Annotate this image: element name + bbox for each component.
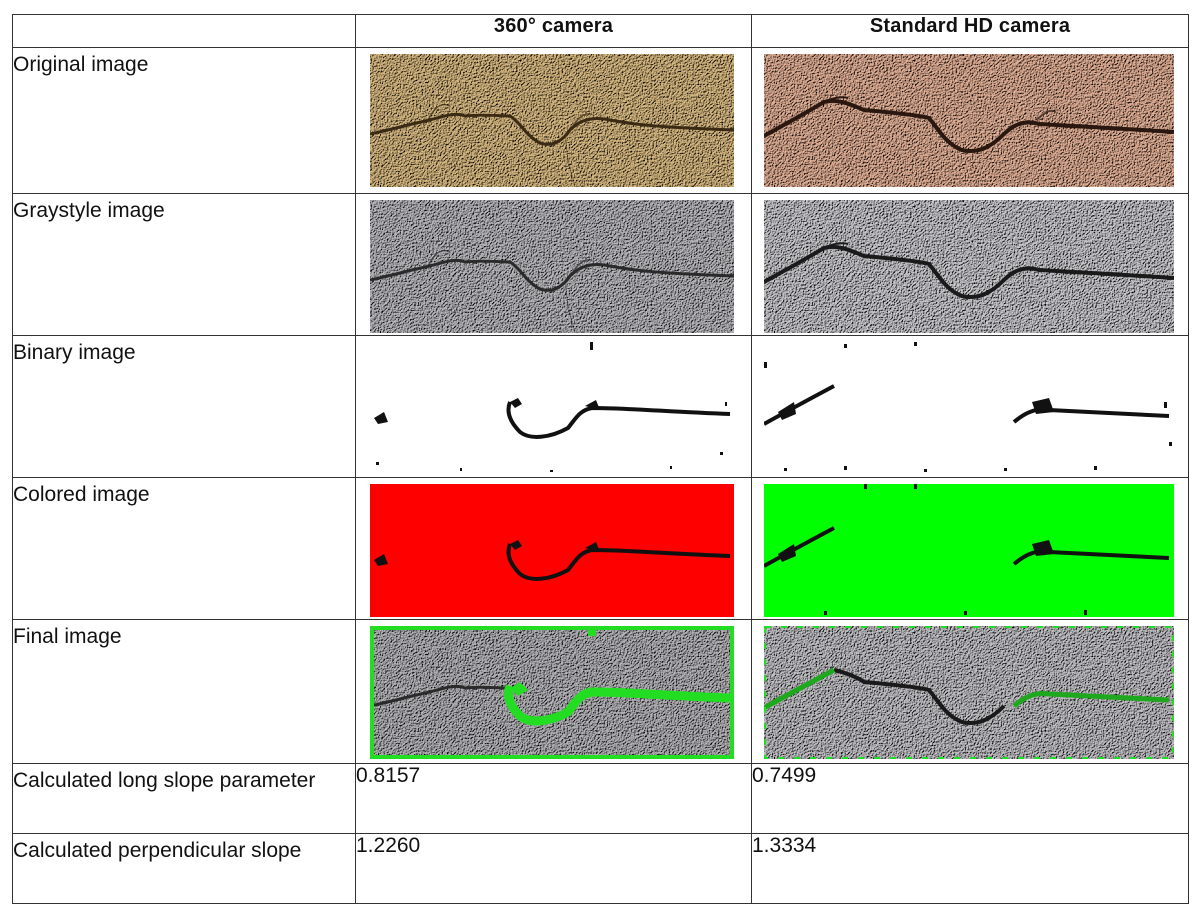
- row-label-original: Original image: [12, 47, 356, 194]
- final-image-hd: [764, 626, 1174, 759]
- colored-image-360: [370, 484, 734, 617]
- final-image-360: [370, 626, 734, 759]
- header-hd-camera: Standard HD camera: [751, 14, 1189, 48]
- original-image-hd: [764, 54, 1174, 187]
- cell-final-hd: [751, 619, 1189, 764]
- row-label-long-slope: Calculated long slope parameter: [12, 763, 356, 834]
- value-perpendicular-slope-hd: 1.3334: [751, 833, 1189, 904]
- cell-colored-hd: [751, 477, 1189, 620]
- cell-binary-360: [355, 335, 752, 478]
- grayscale-image-hd: [764, 200, 1174, 333]
- row-label-perpendicular-slope: Calculated perpendicular slope: [12, 833, 356, 904]
- grayscale-image-360: [370, 200, 734, 333]
- colored-image-hd: [764, 484, 1174, 617]
- cell-colored-360: [355, 477, 752, 620]
- row-label-binary: Binary image: [12, 335, 356, 478]
- table-row-original: Original image: [12, 47, 1189, 194]
- cell-original-hd: [751, 47, 1189, 194]
- table-row-long-slope: Calculated long slope parameter 0.8157 0…: [12, 763, 1189, 834]
- value-long-slope-360: 0.8157: [355, 763, 752, 834]
- results-table: 360° camera Standard HD camera Original …: [12, 14, 1189, 904]
- cell-binary-hd: [751, 335, 1189, 478]
- cell-final-360: [355, 619, 752, 764]
- value-perpendicular-slope-360: 1.2260: [355, 833, 752, 904]
- header-row: 360° camera Standard HD camera: [12, 14, 1189, 48]
- cell-original-360: [355, 47, 752, 194]
- table-row-grayscale: Graystyle image: [12, 193, 1189, 336]
- cell-grayscale-hd: [751, 193, 1189, 336]
- binary-image-hd: [764, 342, 1174, 475]
- row-label-colored: Colored image: [12, 477, 356, 620]
- row-label-final: Final image: [12, 619, 356, 764]
- table-row-final: Final image: [12, 619, 1189, 764]
- table-row-colored: Colored image: [12, 477, 1189, 620]
- binary-image-360: [370, 342, 734, 475]
- row-label-grayscale: Graystyle image: [12, 193, 356, 336]
- cell-grayscale-360: [355, 193, 752, 336]
- header-empty: [12, 14, 356, 48]
- header-360-camera: 360° camera: [355, 14, 752, 48]
- table-row-binary: Binary image: [12, 335, 1189, 478]
- original-image-360: [370, 54, 734, 187]
- table-row-perpendicular-slope: Calculated perpendicular slope 1.2260 1.…: [12, 833, 1189, 904]
- value-long-slope-hd: 0.7499: [751, 763, 1189, 834]
